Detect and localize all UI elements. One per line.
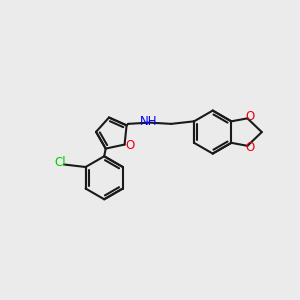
- Text: O: O: [245, 141, 254, 154]
- Text: O: O: [245, 110, 254, 123]
- Text: Cl: Cl: [55, 157, 66, 169]
- Text: NH: NH: [140, 115, 157, 128]
- Text: O: O: [125, 139, 135, 152]
